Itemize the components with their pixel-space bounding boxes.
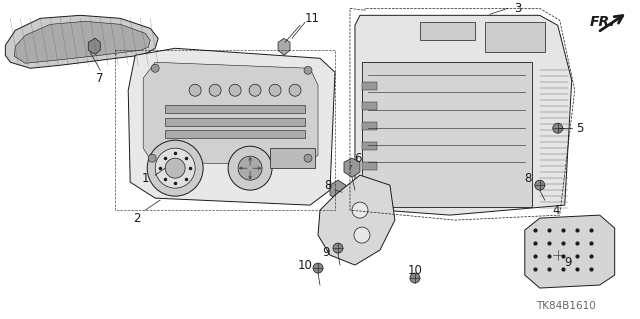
Circle shape — [147, 140, 203, 196]
FancyBboxPatch shape — [362, 62, 532, 207]
Polygon shape — [278, 38, 290, 55]
Text: 9: 9 — [564, 256, 572, 269]
FancyBboxPatch shape — [485, 22, 545, 52]
FancyBboxPatch shape — [362, 142, 377, 150]
FancyBboxPatch shape — [362, 102, 377, 110]
Text: 1: 1 — [141, 172, 149, 185]
FancyBboxPatch shape — [270, 148, 315, 168]
Circle shape — [333, 243, 343, 253]
Polygon shape — [5, 15, 158, 68]
Circle shape — [304, 66, 312, 74]
FancyBboxPatch shape — [420, 22, 475, 40]
Text: 6: 6 — [354, 152, 362, 165]
Circle shape — [209, 84, 221, 96]
Polygon shape — [88, 38, 100, 54]
Text: 10: 10 — [408, 263, 422, 277]
Polygon shape — [525, 215, 614, 288]
Circle shape — [165, 158, 185, 178]
Text: FR.: FR. — [589, 15, 615, 29]
FancyBboxPatch shape — [165, 130, 305, 138]
Circle shape — [313, 263, 323, 273]
Polygon shape — [330, 180, 346, 200]
Circle shape — [189, 84, 201, 96]
Text: 8: 8 — [324, 179, 332, 192]
Circle shape — [249, 84, 261, 96]
Circle shape — [289, 84, 301, 96]
Polygon shape — [344, 158, 360, 177]
Circle shape — [304, 154, 312, 162]
Polygon shape — [128, 48, 335, 205]
Circle shape — [352, 202, 368, 218]
FancyBboxPatch shape — [165, 105, 305, 113]
Circle shape — [155, 148, 195, 188]
Text: 10: 10 — [298, 259, 312, 271]
Circle shape — [148, 154, 156, 162]
Text: 7: 7 — [97, 72, 104, 85]
Circle shape — [151, 64, 159, 72]
FancyBboxPatch shape — [362, 122, 377, 130]
Text: 3: 3 — [514, 2, 522, 15]
Circle shape — [238, 156, 262, 180]
Circle shape — [269, 84, 281, 96]
Circle shape — [553, 250, 563, 260]
Text: 9: 9 — [323, 246, 330, 259]
Text: 11: 11 — [305, 12, 319, 25]
Text: 5: 5 — [576, 122, 584, 135]
Circle shape — [535, 180, 545, 190]
Text: 8: 8 — [524, 172, 531, 185]
Circle shape — [410, 273, 420, 283]
Circle shape — [228, 146, 272, 190]
Circle shape — [553, 123, 563, 133]
Polygon shape — [318, 175, 395, 265]
FancyBboxPatch shape — [165, 118, 305, 126]
Polygon shape — [143, 62, 318, 165]
Circle shape — [354, 227, 370, 243]
Polygon shape — [355, 15, 572, 215]
FancyBboxPatch shape — [362, 162, 377, 170]
FancyBboxPatch shape — [362, 82, 377, 90]
Polygon shape — [14, 21, 150, 63]
Text: 2: 2 — [134, 211, 141, 225]
Circle shape — [229, 84, 241, 96]
Text: TK84B1610: TK84B1610 — [536, 300, 596, 311]
Text: 4: 4 — [552, 204, 559, 217]
